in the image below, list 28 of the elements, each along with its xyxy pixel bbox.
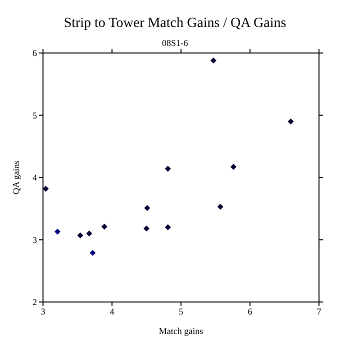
x-tick-label: 7	[316, 306, 322, 316]
point	[217, 204, 224, 210]
chart-title: Strip to Tower Match Gains / QA Gains	[62, 16, 288, 32]
point	[144, 226, 150, 232]
x-tick-label: 4	[110, 306, 115, 316]
point	[43, 186, 49, 192]
y-tick-label: 3	[32, 234, 38, 245]
x-axis-title: Match gains	[158, 326, 204, 336]
point	[144, 205, 150, 212]
point	[288, 118, 294, 124]
point	[210, 57, 216, 64]
y-tick-label: 2	[32, 297, 37, 308]
point	[86, 230, 92, 237]
point	[164, 224, 171, 230]
point	[230, 164, 236, 170]
point	[164, 166, 171, 172]
point	[77, 232, 84, 238]
x-tick-label: 6	[248, 306, 253, 316]
y-tick-label: 4	[32, 172, 38, 183]
point	[54, 228, 60, 235]
y-axis-title: QA gains	[11, 160, 22, 194]
y-tick-label: 5	[32, 110, 38, 120]
y-tick-label: 6	[32, 48, 38, 58]
chart-subtitle: 08S1-6	[160, 38, 189, 48]
x-tick-label: 3	[40, 306, 46, 316]
point	[101, 224, 108, 230]
point	[90, 250, 96, 256]
x-tick-label: 5	[178, 306, 184, 316]
